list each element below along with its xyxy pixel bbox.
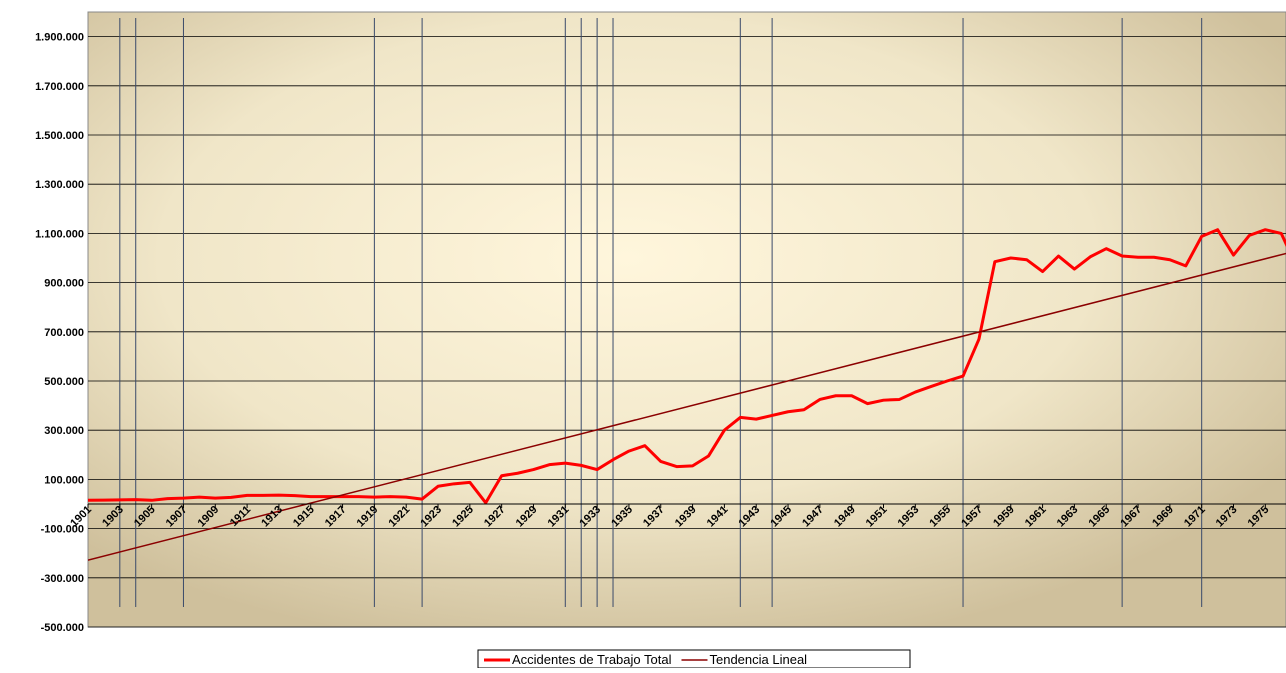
legend: Accidentes de Trabajo Total Tendencia Lin… bbox=[477, 649, 911, 669]
y-tick-label: 300.000 bbox=[44, 425, 84, 437]
legend-label: Accidentes de Trabajo Total bbox=[512, 652, 672, 667]
plot bbox=[88, 18, 1286, 607]
y-tick-label: -100.000 bbox=[41, 524, 84, 536]
y-tick-label: 1.300.000 bbox=[35, 179, 84, 191]
y-tick-label: -500.000 bbox=[41, 622, 84, 634]
data-line bbox=[88, 228, 1286, 505]
plot-area bbox=[87, 11, 1286, 628]
legend-label: Tendencia Lineal bbox=[709, 652, 807, 667]
y-tick-label: 1.900.000 bbox=[35, 32, 84, 44]
y-tick-label: 1.500.000 bbox=[35, 130, 84, 142]
y-tick-label: 1.100.000 bbox=[35, 228, 84, 240]
y-tick-label: 100.000 bbox=[44, 474, 84, 486]
y-tick-label: 1.700.000 bbox=[35, 81, 84, 93]
trend-line bbox=[88, 252, 1286, 561]
y-tick-label: 500.000 bbox=[44, 376, 84, 388]
y-tick-label: -300.000 bbox=[41, 573, 84, 585]
y-tick-label: 700.000 bbox=[44, 327, 84, 339]
y-tick-label: 900.000 bbox=[44, 278, 84, 290]
